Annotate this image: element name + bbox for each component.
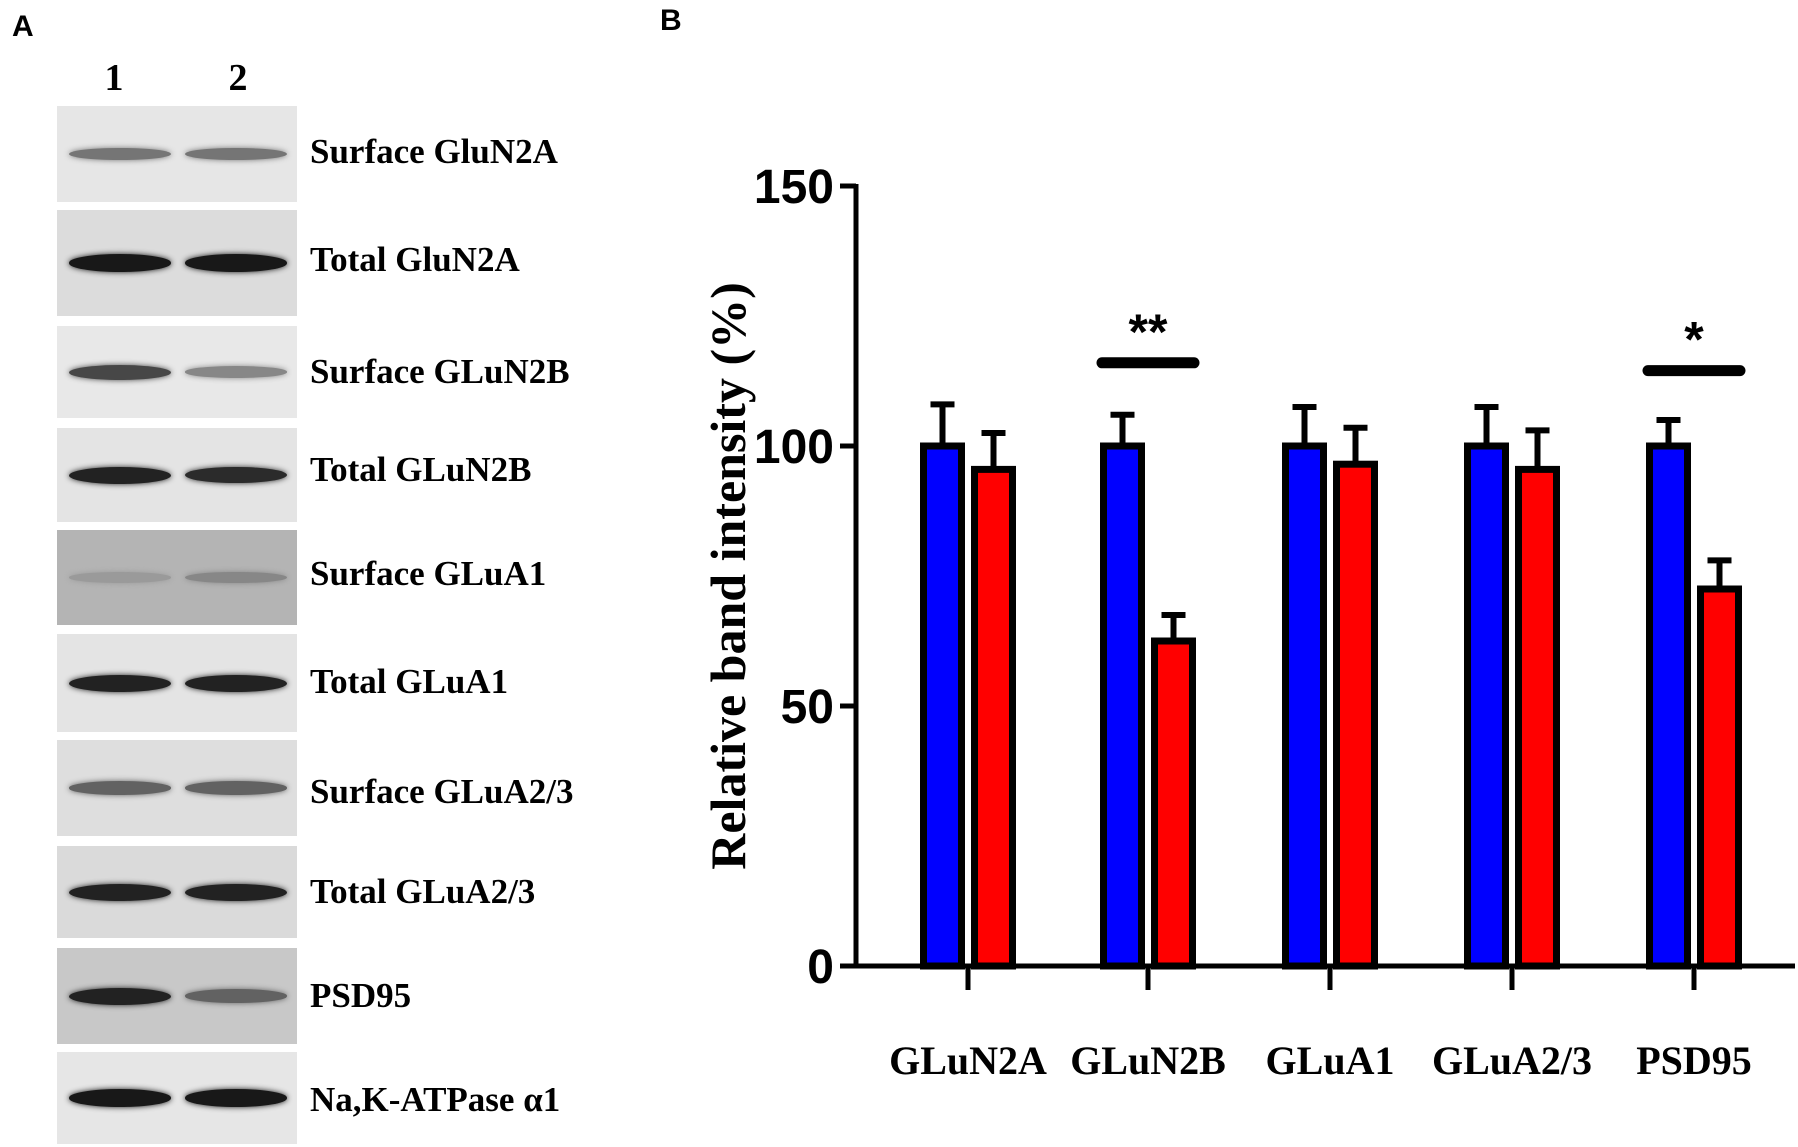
x-tick-label: GLuA2/3 [1432, 1038, 1592, 1083]
blot-strip [57, 634, 297, 732]
blot-band [69, 1089, 171, 1107]
bar-lane2 [971, 465, 1016, 970]
blot-row-label: Surface GLuA1 [310, 554, 547, 593]
bar-lane1 [1646, 442, 1691, 970]
blot-row-label: Surface GluN2A [310, 132, 558, 171]
blot-band [185, 466, 287, 484]
blot-row-label: Total GLuA1 [310, 662, 509, 701]
blot-band [185, 674, 287, 692]
y-tick-label: 100 [754, 421, 834, 474]
x-tick-label: GLuN2B [1070, 1038, 1226, 1083]
blot-band [69, 781, 171, 795]
blot-row-label: Na,K-ATPase α1 [310, 1080, 561, 1119]
panel-a-label: A [12, 10, 34, 43]
x-tick-label: GLuA1 [1266, 1038, 1395, 1083]
blot-band [69, 883, 171, 901]
blot-strip [57, 326, 297, 418]
blot-band [69, 572, 171, 583]
blot-strip [57, 106, 297, 202]
bar-lane2 [1333, 460, 1378, 970]
y-tick-label: 150 [754, 161, 834, 214]
blot-band [185, 147, 287, 161]
x-tick-label: GLuN2A [889, 1038, 1047, 1083]
blot-band [185, 254, 287, 272]
y-axis-label: Relative band intensity (%) [700, 282, 756, 870]
blot-strip [57, 1052, 297, 1144]
blot-strip [57, 428, 297, 522]
bar-lane1 [1464, 442, 1509, 970]
bar-lane2 [1151, 637, 1196, 970]
lane-number-1: 1 [104, 57, 124, 99]
blot-band [69, 364, 171, 380]
bar-lane2 [1697, 585, 1742, 970]
blot-band [69, 987, 171, 1005]
blot-row-label: Total GluN2A [310, 240, 520, 279]
blot-band [69, 147, 171, 161]
bar-lane1 [1282, 442, 1327, 970]
blot-row-label: PSD95 [310, 976, 412, 1015]
blot-band [185, 1089, 287, 1107]
blot-strip [57, 740, 297, 836]
blot-row-label: Total GLuN2B [310, 450, 532, 489]
lane-number-2: 2 [228, 57, 248, 99]
blot-band [185, 781, 287, 795]
blot-band [69, 254, 171, 272]
blot-band [185, 989, 287, 1003]
blot-strip [57, 530, 297, 625]
blot-row-label: Surface GLuN2B [310, 352, 570, 391]
blot-strip [57, 846, 297, 938]
blot-band [185, 366, 287, 378]
blot-row-label: Surface GLuA2/3 [310, 772, 574, 811]
blot-band [185, 571, 287, 584]
significance-label: ** [1129, 304, 1168, 360]
blot-strip [57, 210, 297, 316]
blot-band [69, 466, 171, 484]
panel-b-label: B [660, 4, 682, 37]
blot-band [185, 883, 287, 901]
y-tick-label: 50 [781, 681, 834, 734]
blot-row-label: Total GLuA2/3 [310, 872, 536, 911]
blot-strip [57, 948, 297, 1044]
x-tick-label: PSD95 [1636, 1038, 1752, 1083]
bar-lane1 [1100, 442, 1145, 970]
y-tick-label: 0 [807, 941, 834, 994]
significance-label: * [1684, 312, 1704, 368]
blot-band [69, 674, 171, 692]
bar-lane1 [920, 442, 965, 970]
bar-lane2 [1515, 465, 1560, 970]
